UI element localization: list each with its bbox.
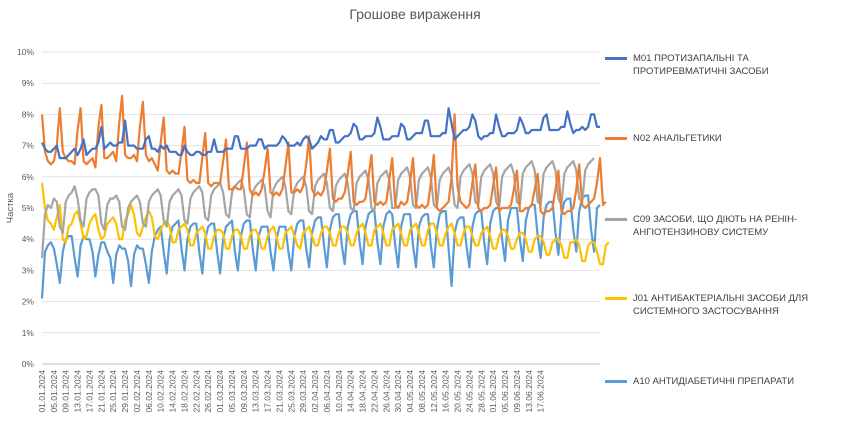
x-tick-label: 06.02.2024 — [144, 370, 154, 413]
series-line — [41, 107, 600, 160]
legend-label: M01 ПРОТИЗАПАЛЬНІ ТА ПРОТИРЕВМАТИЧНІ ЗАС… — [633, 53, 769, 77]
x-tick-label: 02.02.2024 — [132, 370, 142, 413]
series-line — [40, 94, 607, 216]
x-tick-label: 10.04.2024 — [334, 370, 344, 413]
y-tick-label: 1% — [22, 328, 35, 338]
x-tick-label: 09.06.2024 — [512, 370, 522, 413]
y-tick-label: 6% — [22, 172, 35, 182]
y-tick-label: 2% — [22, 297, 35, 307]
x-tick-label: 14.04.2024 — [346, 370, 356, 413]
x-tick-label: 25.03.2024 — [286, 370, 296, 413]
legend-swatch — [605, 297, 627, 300]
series-line — [40, 157, 595, 258]
legend: M01 ПРОТИЗАПАЛЬНІ ТА ПРОТИРЕВМАТИЧНІ ЗАС… — [605, 0, 850, 433]
y-tick-label: 7% — [22, 141, 35, 151]
chart-title: Грошове вираження — [349, 6, 481, 22]
x-tick-label: 29.03.2024 — [298, 370, 308, 413]
x-tick-label: 05.01.2024 — [49, 370, 59, 413]
x-tick-label: 05.06.2024 — [500, 370, 510, 413]
x-tick-label: 16.05.2024 — [441, 370, 451, 413]
legend-label: J01 АНТИБАКТЕРІАЛЬНІ ЗАСОБИ ДЛЯ СИСТЕМНО… — [633, 293, 809, 317]
x-tick-label: 05.03.2024 — [227, 370, 237, 413]
x-tick-label: 01.01.2024 — [37, 370, 47, 413]
x-tick-label: 17.06.2024 — [536, 370, 546, 413]
legend-item: C09 ЗАСОБИ, ЩО ДІЮТЬ НА РЕНІН-АНГІОТЕНЗИ… — [605, 213, 845, 239]
x-tick-label: 12.05.2024 — [429, 370, 439, 413]
x-tick-label: 29.01.2024 — [120, 370, 130, 413]
x-tick-label: 22.04.2024 — [369, 370, 379, 413]
series-line — [40, 182, 610, 266]
y-tick-label: 9% — [22, 78, 35, 88]
y-tick-label: 8% — [22, 109, 35, 119]
x-tick-label: 21.01.2024 — [96, 370, 106, 413]
series-line — [40, 194, 601, 299]
x-tick-label: 26.04.2024 — [381, 370, 391, 413]
x-tick-label: 06.04.2024 — [322, 370, 332, 413]
legend-item: M01 ПРОТИЗАПАЛЬНІ ТА ПРОТИРЕВМАТИЧНІ ЗАС… — [605, 52, 845, 78]
legend-label: A10 АНТИДІАБЕТИЧНІ ПРЕПАРАТИ — [633, 376, 795, 387]
y-axis-label: Частка — [5, 192, 16, 223]
x-tick-label: 30.04.2024 — [393, 370, 403, 413]
x-tick-label: 17.03.2024 — [263, 370, 273, 413]
x-tick-label: 17.01.2024 — [84, 370, 94, 413]
x-tick-label: 10.02.2024 — [156, 370, 166, 413]
x-tick-label: 28.05.2024 — [476, 370, 486, 413]
x-tick-label: 08.05.2024 — [417, 370, 427, 413]
legend-swatch — [605, 137, 627, 140]
legend-item: J01 АНТИБАКТЕРІАЛЬНІ ЗАСОБИ ДЛЯ СИСТЕМНО… — [605, 292, 845, 318]
x-tick-label: 13.03.2024 — [251, 370, 261, 413]
legend-swatch — [605, 57, 627, 60]
x-tick-label: 09.03.2024 — [239, 370, 249, 413]
x-tick-label: 01.06.2024 — [488, 370, 498, 413]
legend-label: N02 АНАЛЬГЕТИКИ — [633, 133, 722, 144]
x-tick-label: 13.06.2024 — [524, 370, 534, 413]
x-tick-label: 21.03.2024 — [274, 370, 284, 413]
legend-swatch — [605, 380, 627, 383]
y-tick-label: 4% — [22, 234, 35, 244]
legend-item: A10 АНТИДІАБЕТИЧНІ ПРЕПАРАТИ — [605, 375, 845, 388]
y-tick-label: 5% — [22, 203, 35, 213]
x-tick-label: 18.04.2024 — [358, 370, 368, 413]
x-tick-label: 24.05.2024 — [464, 370, 474, 413]
x-tick-label: 25.01.2024 — [108, 370, 118, 413]
x-tick-label: 18.02.2024 — [179, 370, 189, 413]
x-tick-label: 04.05.2024 — [405, 370, 415, 413]
legend-item: N02 АНАЛЬГЕТИКИ — [605, 132, 845, 145]
y-tick-label: 0% — [22, 359, 35, 369]
x-tick-label: 26.02.2024 — [203, 370, 213, 413]
y-tick-label: 10% — [17, 47, 34, 57]
x-tick-label: 01.03.2024 — [215, 370, 225, 413]
x-tick-label: 09.01.2024 — [61, 370, 71, 413]
x-tick-label: 13.01.2024 — [73, 370, 83, 413]
x-tick-label: 22.02.2024 — [191, 370, 201, 413]
legend-label: C09 ЗАСОБИ, ЩО ДІЮТЬ НА РЕНІН-АНГІОТЕНЗИ… — [633, 214, 798, 238]
y-tick-label: 3% — [22, 265, 35, 275]
x-tick-label: 14.02.2024 — [168, 370, 178, 413]
x-tick-label: 20.05.2024 — [453, 370, 463, 413]
legend-swatch — [605, 218, 627, 221]
x-tick-label: 02.04.2024 — [310, 370, 320, 413]
